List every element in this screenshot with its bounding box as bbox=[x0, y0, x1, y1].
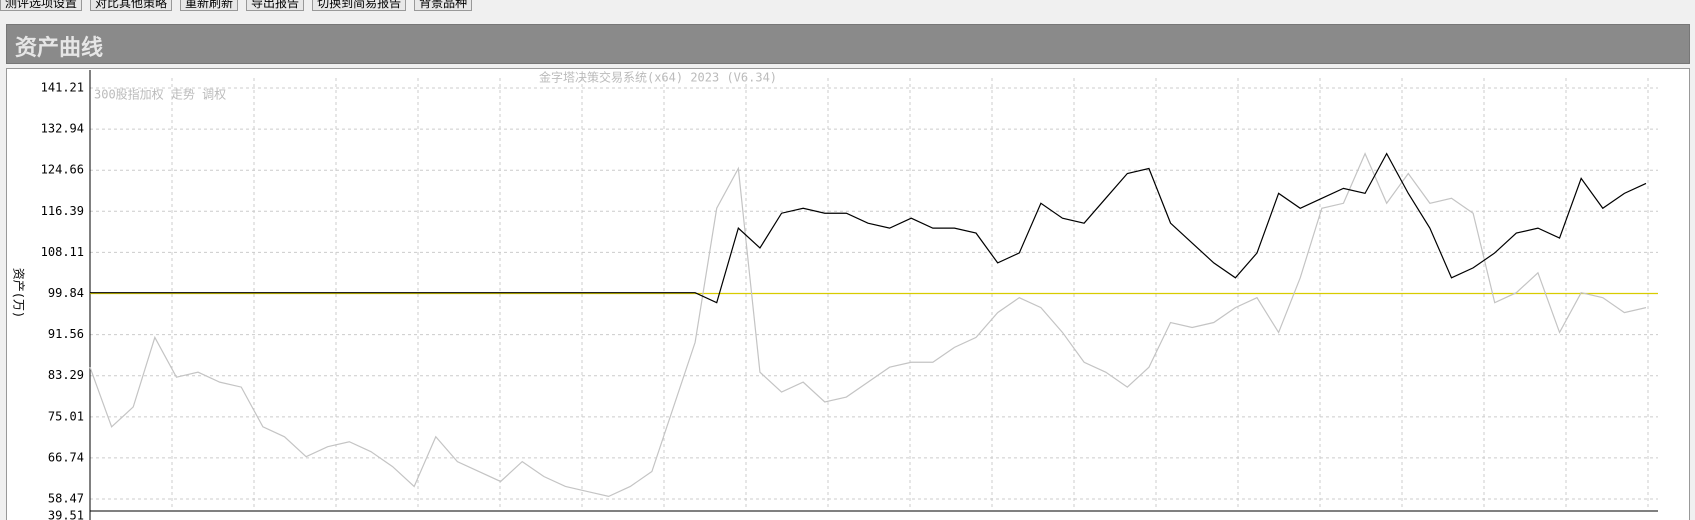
y-tick-label: 132.94 bbox=[41, 122, 84, 136]
toolbar-button[interactable]: 切换到简易报告 bbox=[312, 0, 407, 11]
y-tick-label: 58.47 bbox=[48, 492, 84, 506]
header-title: 资产曲线 bbox=[15, 35, 104, 61]
series-line bbox=[90, 152, 1647, 304]
toolbar-button[interactable]: 重新刷新 bbox=[180, 0, 239, 11]
series-line bbox=[89, 152, 1647, 498]
y-tick-label: 124.66 bbox=[41, 163, 84, 177]
toolbar-button[interactable]: 背景品种 bbox=[414, 0, 473, 11]
y-tick-label: 83.29 bbox=[48, 368, 84, 382]
toolbar-button[interactable]: 测评选项设置 bbox=[0, 0, 83, 11]
toolbar: 测评选项设置 对比其他策略 重新刷新 导出报告 切换到简易报告 背景品种 bbox=[0, 0, 473, 11]
y-min-label: 39.51 bbox=[48, 509, 84, 520]
y-tick-label: 99.84 bbox=[48, 286, 84, 300]
chart: 金字塔决策交易系统(x64) 2023 (V6.34) 300股指加权 走势 调… bbox=[6, 68, 1690, 520]
y-tick-label: 108.11 bbox=[41, 245, 84, 259]
y-tick-label: 66.74 bbox=[48, 450, 84, 464]
chart-frame bbox=[6, 68, 1690, 520]
toolbar-button[interactable]: 导出报告 bbox=[246, 0, 305, 11]
legend: 300股指加权 走势 调权 bbox=[94, 87, 226, 102]
y-tick-label: 116.39 bbox=[41, 204, 84, 218]
y-tick-label: 91.56 bbox=[48, 327, 84, 341]
y-tick-label: 75.01 bbox=[48, 409, 84, 423]
y-tick-label: 141.21 bbox=[41, 80, 84, 94]
y-axis-label: 资产(万) bbox=[12, 268, 26, 318]
chart-title: 金字塔决策交易系统(x64) 2023 (V6.34) bbox=[539, 70, 777, 85]
header: 资产曲线 bbox=[6, 24, 1690, 64]
toolbar-button[interactable]: 对比其他策略 bbox=[90, 0, 173, 11]
